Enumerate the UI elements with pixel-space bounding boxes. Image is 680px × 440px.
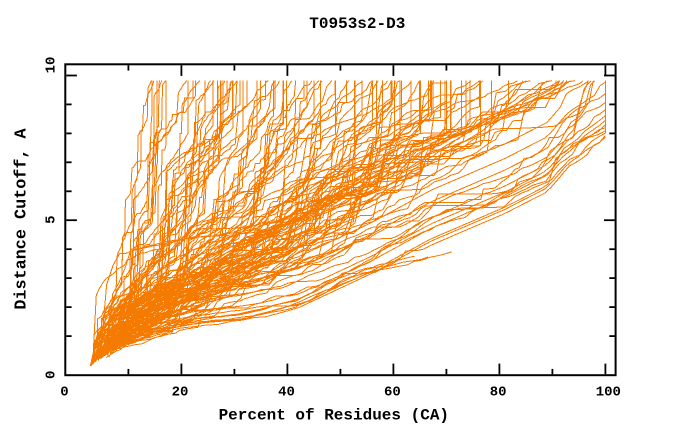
svg-text:0: 0 xyxy=(43,371,59,379)
svg-text:Percent of Residues (CA): Percent of Residues (CA) xyxy=(219,407,449,425)
svg-text:40: 40 xyxy=(278,384,295,400)
svg-text:Distance Cutoff, A: Distance Cutoff, A xyxy=(13,127,32,309)
svg-text:60: 60 xyxy=(384,384,401,400)
svg-text:20: 20 xyxy=(172,384,189,400)
svg-text:5: 5 xyxy=(43,215,59,223)
svg-text:100: 100 xyxy=(596,384,621,400)
svg-text:10: 10 xyxy=(43,57,59,74)
svg-text:80: 80 xyxy=(490,384,507,400)
svg-text:0: 0 xyxy=(60,384,68,400)
svg-text:T0953s2-D3: T0953s2-D3 xyxy=(309,15,405,33)
